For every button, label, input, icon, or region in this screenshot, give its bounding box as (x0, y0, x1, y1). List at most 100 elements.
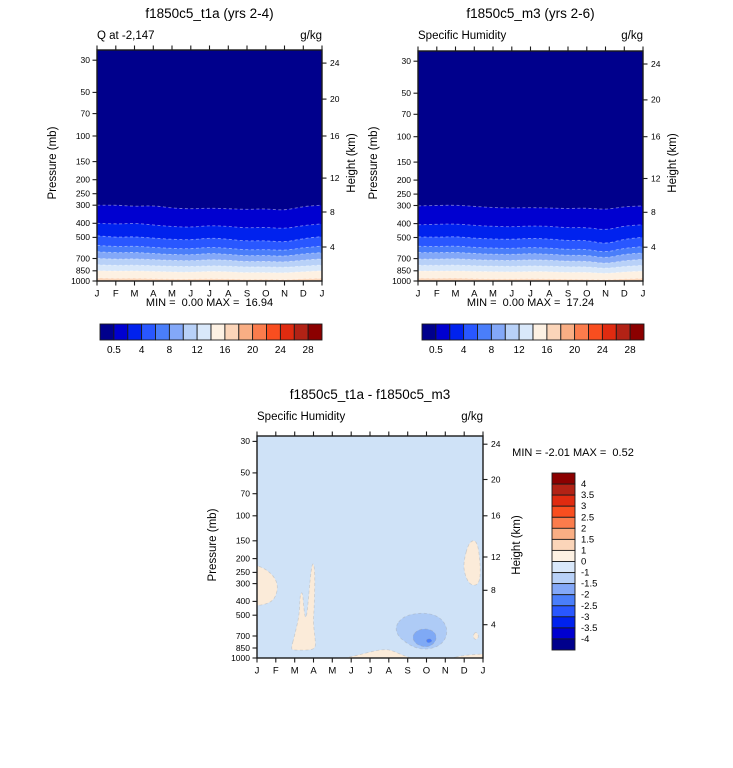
pressure-tick-label: 700 (236, 631, 250, 641)
pressure-tick-label: 30 (402, 56, 412, 66)
contour-line-8 (97, 251, 322, 257)
panel2-pressure-axis-label: Pressure (mb) (368, 126, 380, 200)
x-tick-label: A (546, 289, 553, 300)
panel-1: J F M A M J J A S O N D J305070100150200250300400500… (71, 45, 340, 300)
colorbar-tick-label: 20 (569, 345, 581, 356)
panel2-minmax-text: MIN = 0.00 MAX = 17.24 (466, 297, 595, 309)
x-tick-label: J (509, 289, 514, 300)
panel3-height-axis-label: Height (km) (511, 515, 523, 575)
diff-feature-pos-anom-nov-jan-surface (453, 653, 483, 658)
x-tick-label: F (113, 289, 119, 300)
x-tick-label: J (320, 289, 325, 300)
pressure-tick-label: 100 (236, 511, 250, 521)
colorbar-tick-label: 24 (597, 345, 609, 356)
contour-line-0.5 (97, 204, 322, 211)
panel-1-plot-area (97, 50, 322, 281)
panel1-units-label: g/kg (300, 30, 322, 42)
height-tick-label: 4 (330, 242, 335, 252)
colorbar-tick-label: 12 (514, 345, 526, 356)
pressure-tick-label: 30 (241, 436, 251, 446)
height-tick-label: 16 (491, 511, 501, 521)
pressure-tick-label: 30 (81, 55, 91, 65)
pressure-tick-label: 200 (397, 175, 411, 185)
contour-line-12 (97, 264, 322, 268)
pressure-tick-label: 100 (76, 131, 90, 141)
contour-band-16 (418, 278, 643, 281)
x-tick-label: S (565, 289, 571, 300)
pressure-tick-label: 850 (397, 266, 411, 276)
panel1-field-label: Q at -2,147 (97, 30, 155, 42)
panel1-title: f1850c5_t1a (yrs 2-4) (145, 6, 274, 21)
colorbar-tick-label: 8 (167, 345, 173, 356)
diff-colorbar-tick-label: 4 (581, 479, 586, 490)
height-tick-label: 12 (651, 173, 661, 183)
diff-colorbar-tick-label: -3.5 (581, 623, 597, 634)
x-tick-label: A (471, 289, 478, 300)
contour-line-2 (97, 222, 322, 229)
x-tick-label: N (281, 289, 288, 300)
pressure-tick-label: 400 (76, 218, 90, 228)
panel1-pressure-axis-label: Pressure (mb) (47, 126, 59, 200)
colorbar-tick-label: 0.5 (107, 345, 121, 356)
diff-colorbar-tick-label: 1 (581, 545, 586, 556)
height-tick-label: 4 (491, 620, 496, 630)
contour-line-16 (418, 277, 643, 281)
pressure-tick-label: 100 (397, 132, 411, 142)
height-tick-label: 20 (330, 94, 340, 104)
diff-feature-neg-anom-sep-oct-core (425, 638, 433, 644)
panel3-title: f1850c5_t1a - f1850c5_m3 (289, 387, 451, 402)
height-tick-label: 8 (491, 585, 496, 595)
x-tick-label: D (621, 289, 628, 300)
pressure-tick-label: 400 (397, 218, 411, 228)
x-tick-label: J (188, 289, 193, 300)
pressure-tick-label: 150 (236, 536, 250, 546)
diff-colorbar-tick-label: -1.5 (581, 579, 597, 590)
contour-band-14 (97, 270, 322, 281)
pressure-tick-label: 50 (402, 88, 412, 98)
pressure-tick-label: 300 (397, 200, 411, 210)
height-tick-label: 24 (491, 439, 501, 449)
panel3-pressure-axis-label: Pressure (mb) (207, 508, 219, 582)
diff-colorbar-tick-label: 0 (581, 557, 586, 568)
x-tick-label: J (528, 289, 533, 300)
colorbar-tick-label: 16 (541, 345, 553, 356)
x-tick-label: A (386, 666, 393, 677)
panel2-title: f1850c5_m3 (yrs 2-6) (466, 6, 595, 21)
x-tick-label: M (168, 289, 176, 300)
panel-3-plot-area (257, 436, 483, 658)
contour-line-12 (418, 264, 643, 269)
pressure-tick-label: 250 (236, 567, 250, 577)
diff-feature-pos-anom-mar-apr-column (291, 563, 316, 651)
x-tick-label: J (416, 289, 421, 300)
colorbar-tick-label: 4 (461, 345, 467, 356)
pressure-tick-label: 700 (397, 253, 411, 263)
pressure-tick-label: 250 (76, 189, 90, 199)
panel3-subtitle-row: Specific Humidity g/kg (257, 411, 483, 423)
panel2-subtitle-row: Specific Humidity g/kg (418, 30, 643, 42)
panel-3: J F M A M J J A S O N D J305070100150200250300400500… (231, 431, 501, 677)
pressure-tick-label: 700 (76, 253, 90, 263)
pressure-tick-label: 500 (397, 232, 411, 242)
x-tick-label: M (131, 289, 139, 300)
x-tick-label: F (273, 666, 279, 677)
panel3-minmax-text: MIN = -2.01 MAX = 0.52 (512, 447, 634, 459)
contour-line-10 (418, 258, 643, 264)
height-tick-label: 24 (330, 58, 340, 68)
pressure-tick-label: 70 (402, 109, 412, 119)
colorbar-tick-label: 0.5 (429, 345, 443, 356)
pressure-tick-label: 850 (236, 643, 250, 653)
height-tick-label: 8 (651, 207, 656, 217)
height-tick-label: 20 (651, 95, 661, 105)
contour-line-4 (97, 235, 322, 243)
panel2-field-label: Specific Humidity (418, 30, 507, 42)
contour-band-14 (418, 270, 643, 281)
x-tick-label: D (300, 289, 307, 300)
diff-colorbar-tick-label: -1 (581, 568, 589, 579)
colorbar-tick-label: 20 (247, 345, 259, 356)
x-tick-label: A (150, 289, 157, 300)
panel2-units-label: g/kg (621, 30, 643, 42)
x-tick-label: O (262, 289, 269, 300)
x-tick-label: S (405, 666, 411, 677)
pressure-tick-label: 1000 (71, 276, 90, 286)
diff-colorbar-tick-label: -2 (581, 590, 589, 601)
